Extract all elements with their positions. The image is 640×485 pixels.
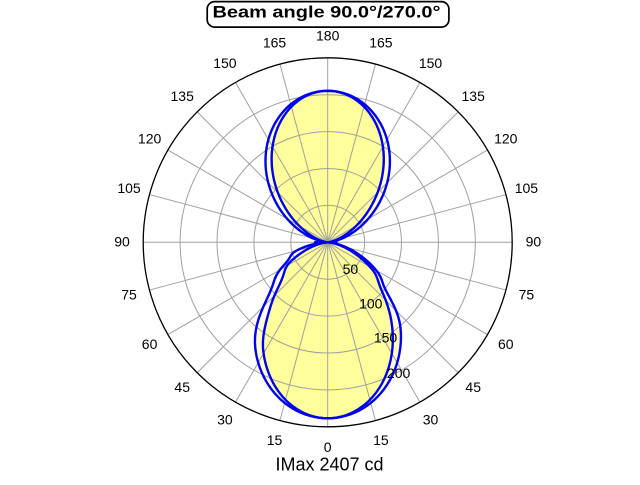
- svg-text:105: 105: [515, 180, 539, 196]
- svg-text:90: 90: [526, 233, 542, 249]
- svg-text:30: 30: [423, 411, 439, 427]
- svg-text:75: 75: [519, 287, 535, 303]
- svg-text:135: 135: [462, 88, 486, 104]
- svg-text:60: 60: [498, 336, 514, 352]
- svg-text:15: 15: [267, 432, 283, 448]
- svg-text:75: 75: [121, 287, 137, 303]
- svg-text:45: 45: [174, 379, 190, 395]
- svg-text:Beam angle 90.0°/270.0°: Beam angle 90.0°/270.0°: [213, 4, 441, 22]
- svg-text:50: 50: [343, 261, 359, 277]
- svg-text:105: 105: [117, 180, 141, 196]
- svg-text:15: 15: [373, 432, 389, 448]
- svg-text:135: 135: [171, 88, 195, 104]
- svg-text:200: 200: [387, 365, 411, 381]
- svg-text:150: 150: [213, 55, 237, 71]
- svg-text:120: 120: [138, 130, 162, 146]
- svg-text:100: 100: [359, 295, 383, 311]
- svg-text:90: 90: [114, 233, 130, 249]
- svg-text:30: 30: [217, 411, 233, 427]
- svg-text:IMax 2407 cd: IMax 2407 cd: [275, 455, 383, 475]
- svg-text:0: 0: [324, 439, 332, 455]
- svg-text:180: 180: [316, 28, 340, 44]
- svg-text:45: 45: [465, 379, 481, 395]
- svg-text:150: 150: [419, 55, 443, 71]
- svg-text:150: 150: [374, 330, 398, 346]
- svg-text:120: 120: [494, 130, 518, 146]
- svg-text:60: 60: [142, 336, 158, 352]
- svg-text:165: 165: [369, 35, 393, 51]
- svg-text:165: 165: [263, 35, 287, 51]
